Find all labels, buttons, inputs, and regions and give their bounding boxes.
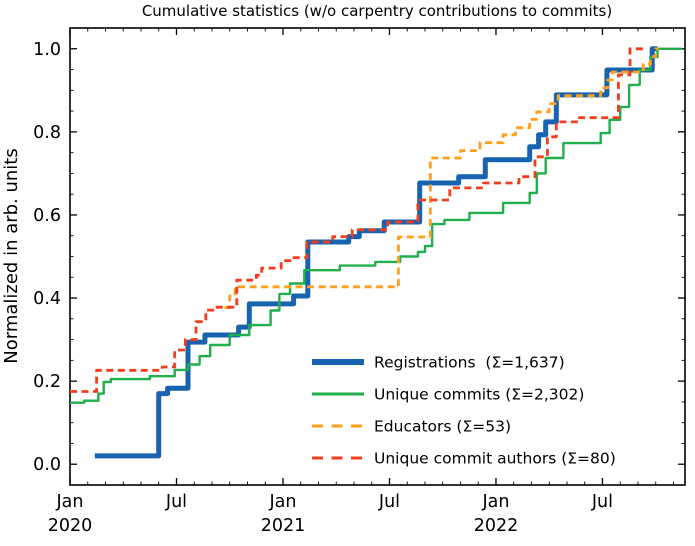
x-tick-label: Jan xyxy=(268,492,296,512)
legend-label-unique-commit-authors: Unique commit authors (Σ=80) xyxy=(374,450,616,468)
plot-area: 0.0 0.2 0.4 0.6 0.8 1.0 Jan 2020 Jul Jan 2021 Jul Ja… xyxy=(33,27,686,536)
y-tick-label: 0.4 xyxy=(33,289,61,309)
x-tick-year-label: 2021 xyxy=(261,516,306,536)
legend: Registrations (Σ=1,637) Unique commits (Σ… xyxy=(312,354,616,468)
y-tick-label: 0.8 xyxy=(33,123,61,143)
x-tick-label: Jul xyxy=(591,492,613,512)
y-axis-label: Normalized in arb. units xyxy=(1,148,22,363)
x-tick-year-label: 2022 xyxy=(474,516,519,536)
y-tick-label: 0.0 xyxy=(33,455,61,475)
x-tick-label: Jan xyxy=(56,492,84,512)
x-tick-year-label: 2020 xyxy=(48,516,93,536)
series-unique-commit-authors xyxy=(70,47,647,393)
y-tick-label: 0.6 xyxy=(33,206,61,226)
legend-label-educators: Educators (Σ=53) xyxy=(374,418,511,436)
x-tick-label: Jul xyxy=(378,492,400,512)
series-unique-commits xyxy=(70,47,683,404)
legend-label-unique-commits: Unique commits (Σ=2,302) xyxy=(374,386,584,404)
legend-label-registrations: Registrations (Σ=1,637) xyxy=(374,354,565,372)
chart-title: Cumulative statistics (w/o carpentry con… xyxy=(142,2,612,20)
series-educators xyxy=(224,47,659,309)
x-tick-label: Jul xyxy=(165,492,187,512)
x-tick-label: Jan xyxy=(481,492,509,512)
y-tick-label: 1.0 xyxy=(33,40,61,60)
y-tick-label: 0.2 xyxy=(33,372,61,392)
